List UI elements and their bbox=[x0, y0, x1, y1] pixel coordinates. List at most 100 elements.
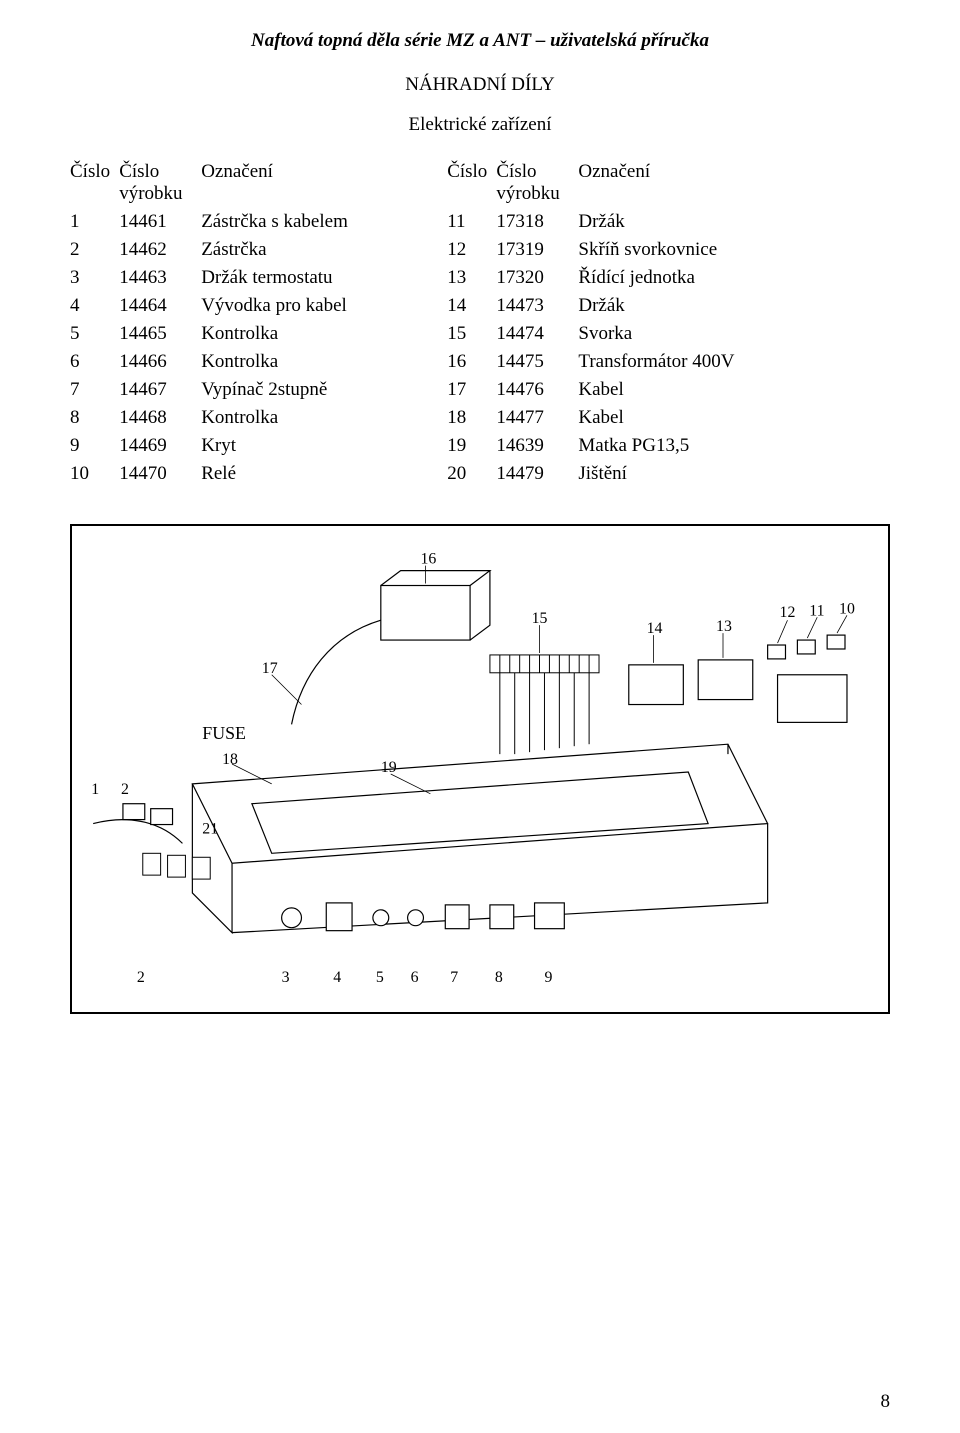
diagram-callout: 8 bbox=[495, 969, 503, 986]
table-row: 9 14469 Kryt 19 14639 Matka PG13,5 bbox=[70, 432, 890, 460]
diagram-callout: 12 bbox=[780, 604, 796, 621]
cell-desc: Kontrolka bbox=[201, 348, 447, 376]
col-header-num-left: Číslo bbox=[70, 158, 119, 208]
page-number: 8 bbox=[881, 1391, 891, 1413]
col-header-num-right: Číslo bbox=[447, 158, 496, 208]
cell-prod: 14468 bbox=[119, 404, 201, 432]
cell-desc: Kabel bbox=[578, 404, 890, 432]
cell-num: 5 bbox=[70, 320, 119, 348]
cell-num: 8 bbox=[70, 404, 119, 432]
table-row: 10 14470 Relé 20 14479 Jištění bbox=[70, 460, 890, 488]
diagram-callout: 7 bbox=[450, 969, 458, 986]
cell-prod: 14461 bbox=[119, 208, 201, 236]
cell-num: 3 bbox=[70, 264, 119, 292]
col-header-desc-left: Označení bbox=[201, 158, 447, 208]
cell-desc: Transformátor 400V bbox=[578, 348, 890, 376]
diagram-callout: 10 bbox=[839, 600, 855, 617]
cell-num: 20 bbox=[447, 460, 496, 488]
diagram-label-fuse: FUSE bbox=[202, 723, 246, 743]
table-row: 4 14464 Vývodka pro kabel 14 14473 Držák bbox=[70, 292, 890, 320]
diagram-callout: 18 bbox=[222, 751, 238, 768]
table-row: 6 14466 Kontrolka 16 14475 Transformátor… bbox=[70, 348, 890, 376]
cell-num: 14 bbox=[447, 292, 496, 320]
cell-prod: 14479 bbox=[496, 460, 578, 488]
diagram-callout: 17 bbox=[262, 660, 278, 677]
cell-desc: Skříň svorkovnice bbox=[578, 236, 890, 264]
cell-prod: 14466 bbox=[119, 348, 201, 376]
section-title: NÁHRADNÍ DÍLY bbox=[70, 74, 890, 96]
cell-prod: 14470 bbox=[119, 460, 201, 488]
exploded-diagram-svg: FUSE bbox=[72, 526, 888, 1012]
cell-prod: 14465 bbox=[119, 320, 201, 348]
cell-num: 15 bbox=[447, 320, 496, 348]
parts-table-body: 1 14461 Zástrčka s kabelem 11 17318 Držá… bbox=[70, 208, 890, 488]
cell-num: 13 bbox=[447, 264, 496, 292]
subsection-title: Elektrické zařízení bbox=[70, 114, 890, 136]
cell-prod: 14469 bbox=[119, 432, 201, 460]
cell-desc: Držák bbox=[578, 208, 890, 236]
parts-table: Číslo Číslo výrobku Označení Číslo Číslo… bbox=[70, 158, 890, 488]
cell-num: 7 bbox=[70, 376, 119, 404]
diagram-callout: 3 bbox=[282, 969, 290, 986]
table-row: 1 14461 Zástrčka s kabelem 11 17318 Držá… bbox=[70, 208, 890, 236]
diagram-callout: 13 bbox=[716, 618, 732, 635]
cell-num: 12 bbox=[447, 236, 496, 264]
diagram-callout: 16 bbox=[420, 551, 436, 568]
cell-desc: Vývodka pro kabel bbox=[201, 292, 447, 320]
table-row: 5 14465 Kontrolka 15 14474 Svorka bbox=[70, 320, 890, 348]
cell-desc: Kabel bbox=[578, 376, 890, 404]
cell-prod: 14464 bbox=[119, 292, 201, 320]
cell-prod: 14462 bbox=[119, 236, 201, 264]
cell-desc: Držák bbox=[578, 292, 890, 320]
cell-prod: 14475 bbox=[496, 348, 578, 376]
cell-num: 6 bbox=[70, 348, 119, 376]
table-header-row: Číslo Číslo výrobku Označení Číslo Číslo… bbox=[70, 158, 890, 208]
table-row: 3 14463 Držák termostatu 13 17320 Řídící… bbox=[70, 264, 890, 292]
cell-desc: Matka PG13,5 bbox=[578, 432, 890, 460]
cell-desc: Jištění bbox=[578, 460, 890, 488]
cell-num: 17 bbox=[447, 376, 496, 404]
cell-prod: 14476 bbox=[496, 376, 578, 404]
cell-num: 9 bbox=[70, 432, 119, 460]
cell-desc: Svorka bbox=[578, 320, 890, 348]
cell-desc: Vypínač 2stupně bbox=[201, 376, 447, 404]
diagram-callout: 11 bbox=[809, 602, 824, 619]
diagram-callout: 5 bbox=[376, 969, 384, 986]
cell-num: 19 bbox=[447, 432, 496, 460]
table-row: 2 14462 Zástrčka 12 17319 Skříň svorkovn… bbox=[70, 236, 890, 264]
parts-table-head: Číslo Číslo výrobku Označení Číslo Číslo… bbox=[70, 158, 890, 208]
cell-desc: Řídící jednotka bbox=[578, 264, 890, 292]
diagram-callout: 15 bbox=[532, 610, 548, 627]
cell-num: 1 bbox=[70, 208, 119, 236]
diagram-callout: 19 bbox=[381, 759, 397, 776]
diagram-callout: 4 bbox=[333, 969, 341, 986]
cell-prod: 17319 bbox=[496, 236, 578, 264]
cell-desc: Kryt bbox=[201, 432, 447, 460]
cell-prod: 14463 bbox=[119, 264, 201, 292]
table-row: 8 14468 Kontrolka 18 14477 Kabel bbox=[70, 404, 890, 432]
cell-num: 18 bbox=[447, 404, 496, 432]
diagram-callout: 6 bbox=[411, 969, 419, 986]
diagram-callout: 2 bbox=[137, 969, 145, 986]
cell-num: 10 bbox=[70, 460, 119, 488]
cell-desc: Relé bbox=[201, 460, 447, 488]
cell-desc: Kontrolka bbox=[201, 404, 447, 432]
running-title: Naftová topná děla série MZ a ANT – uživ… bbox=[70, 30, 890, 52]
diagram-callout: 21 bbox=[202, 820, 218, 837]
cell-prod: 14467 bbox=[119, 376, 201, 404]
col-header-prod-left: Číslo výrobku bbox=[119, 158, 201, 208]
table-row: 7 14467 Vypínač 2stupně 17 14476 Kabel bbox=[70, 376, 890, 404]
cell-prod: 17320 bbox=[496, 264, 578, 292]
cell-prod: 14639 bbox=[496, 432, 578, 460]
cell-prod: 14477 bbox=[496, 404, 578, 432]
cell-prod: 17318 bbox=[496, 208, 578, 236]
diagram-callout: 9 bbox=[544, 969, 552, 986]
col-header-prod-right: Číslo výrobku bbox=[496, 158, 578, 208]
cell-num: 4 bbox=[70, 292, 119, 320]
cell-num: 16 bbox=[447, 348, 496, 376]
exploded-diagram-frame: FUSE bbox=[70, 524, 890, 1014]
cell-desc: Zástrčka s kabelem bbox=[201, 208, 447, 236]
diagram-callout: 2 bbox=[121, 781, 129, 798]
cell-prod: 14474 bbox=[496, 320, 578, 348]
cell-prod: 14473 bbox=[496, 292, 578, 320]
